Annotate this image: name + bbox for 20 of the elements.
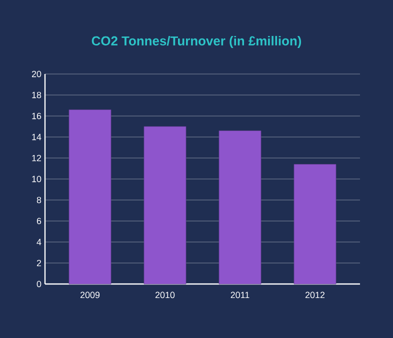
- bar: [144, 126, 186, 284]
- y-tick-label: 12: [32, 154, 42, 162]
- y-tick-label: 14: [32, 134, 42, 140]
- x-tick-label: 2011: [230, 292, 250, 298]
- y-tick-label: 10: [32, 176, 42, 182]
- bar: [294, 164, 336, 284]
- y-tick-label: 16: [32, 112, 42, 120]
- y-tick-label: 8: [36, 196, 42, 204]
- y-tick-label: 18: [32, 92, 42, 98]
- y-tick-label: 0: [36, 280, 42, 288]
- y-tick-label: 4: [36, 238, 42, 246]
- y-tick-label: 20: [32, 70, 42, 78]
- bar: [68, 110, 112, 284]
- x-tick-label: 2012: [305, 292, 325, 298]
- y-tick-label: 2: [36, 260, 42, 266]
- chart-title: CO2 Tonnes/Turnover (in £million): [92, 36, 302, 48]
- y-tick-label: 6: [36, 218, 42, 224]
- bar: [218, 130, 262, 284]
- x-tick-label: 2009: [80, 292, 100, 298]
- x-tick-label: 2010: [155, 292, 175, 298]
